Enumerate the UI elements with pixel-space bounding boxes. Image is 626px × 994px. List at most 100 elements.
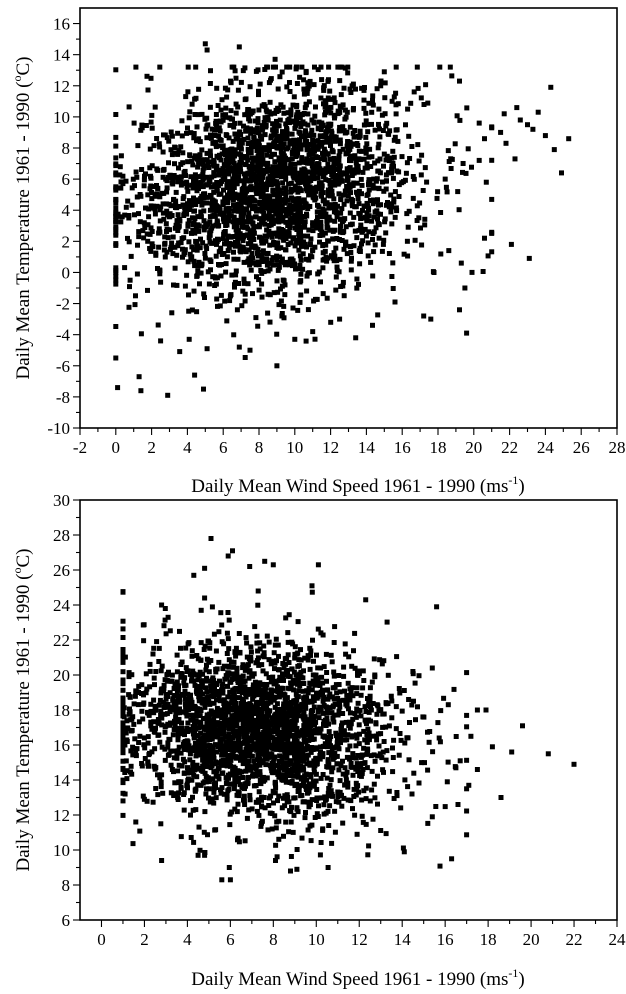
data-point (343, 224, 349, 230)
data-point (234, 665, 240, 671)
data-point (278, 689, 283, 695)
data-point (295, 694, 301, 700)
data-point (489, 124, 495, 130)
data-point (178, 645, 183, 651)
data-point (207, 207, 213, 213)
data-point (269, 220, 275, 226)
data-point (419, 242, 425, 248)
chart-panel-top: -2 0 2 4 6 8 10 12 14 16 18 20 22 24 26 28 -10-8-6-4-20… (10, 7, 626, 497)
data-point (392, 214, 398, 220)
data-point (356, 668, 362, 674)
data-point (240, 215, 246, 221)
x-tick-label: 20 (465, 438, 482, 457)
data-point (389, 163, 395, 169)
data-point (314, 209, 320, 215)
data-point (305, 790, 310, 796)
data-point (304, 288, 310, 294)
data-point (379, 248, 385, 254)
data-point (264, 715, 270, 721)
data-point (298, 271, 304, 277)
x-tick-label: 12 (351, 930, 368, 949)
data-point (118, 219, 124, 225)
data-point (289, 156, 295, 162)
data-point (219, 178, 225, 184)
data-point (324, 744, 330, 750)
data-point (423, 82, 429, 88)
data-point (327, 227, 333, 233)
data-point (177, 349, 183, 355)
data-point (299, 111, 305, 117)
data-point (235, 678, 241, 683)
data-point (157, 207, 163, 213)
data-point (302, 140, 308, 145)
data-point (347, 153, 353, 159)
data-point (113, 355, 119, 361)
data-point (272, 151, 277, 157)
data-point (320, 632, 326, 638)
data-point (350, 198, 356, 203)
data-point (234, 217, 240, 223)
data-point (337, 78, 343, 84)
data-point (270, 188, 276, 194)
data-point (571, 761, 577, 767)
data-point (320, 265, 326, 271)
data-point (347, 210, 353, 216)
data-point (263, 762, 269, 768)
data-point (297, 115, 303, 121)
data-point (192, 263, 198, 269)
data-point (259, 103, 265, 109)
x-tick-label: 4 (183, 930, 192, 949)
data-point (256, 107, 262, 113)
data-point (225, 148, 231, 154)
data-point (375, 753, 381, 759)
data-point (204, 200, 210, 206)
data-point (364, 200, 370, 206)
data-point (437, 64, 443, 70)
data-point (333, 134, 339, 140)
data-point (327, 193, 333, 199)
data-point (195, 782, 201, 788)
data-point (113, 205, 119, 211)
x-tick-label: 22 (501, 438, 518, 457)
data-point (297, 253, 303, 259)
data-point (299, 64, 305, 70)
data-point (175, 737, 181, 743)
data-point (240, 238, 246, 244)
data-point (211, 700, 217, 706)
data-point (193, 238, 199, 244)
data-point (290, 235, 296, 241)
data-point (212, 184, 218, 189)
data-point (170, 251, 176, 257)
data-point (233, 136, 239, 142)
data-point (464, 808, 470, 814)
data-point (246, 758, 252, 764)
data-point (275, 164, 281, 170)
data-point (332, 115, 337, 121)
data-point (234, 747, 240, 753)
data-point (186, 292, 191, 298)
data-point (395, 138, 401, 144)
data-point (198, 263, 204, 269)
data-point (211, 189, 217, 195)
data-point (197, 742, 203, 748)
data-point (308, 652, 313, 658)
data-point (149, 112, 155, 118)
data-point (474, 767, 480, 772)
data-point (283, 172, 289, 178)
data-point (186, 308, 192, 314)
data-point (272, 159, 278, 165)
data-point (279, 157, 285, 163)
data-point (391, 196, 397, 202)
data-point (319, 123, 324, 129)
data-point (113, 161, 119, 167)
x-tick-label: 18 (430, 438, 447, 457)
data-point (246, 116, 252, 122)
data-point (336, 799, 342, 805)
data-point (233, 685, 239, 691)
data-point (198, 236, 203, 242)
data-point (227, 122, 233, 128)
data-point (386, 723, 392, 729)
data-point (215, 236, 220, 242)
data-point (171, 707, 177, 713)
